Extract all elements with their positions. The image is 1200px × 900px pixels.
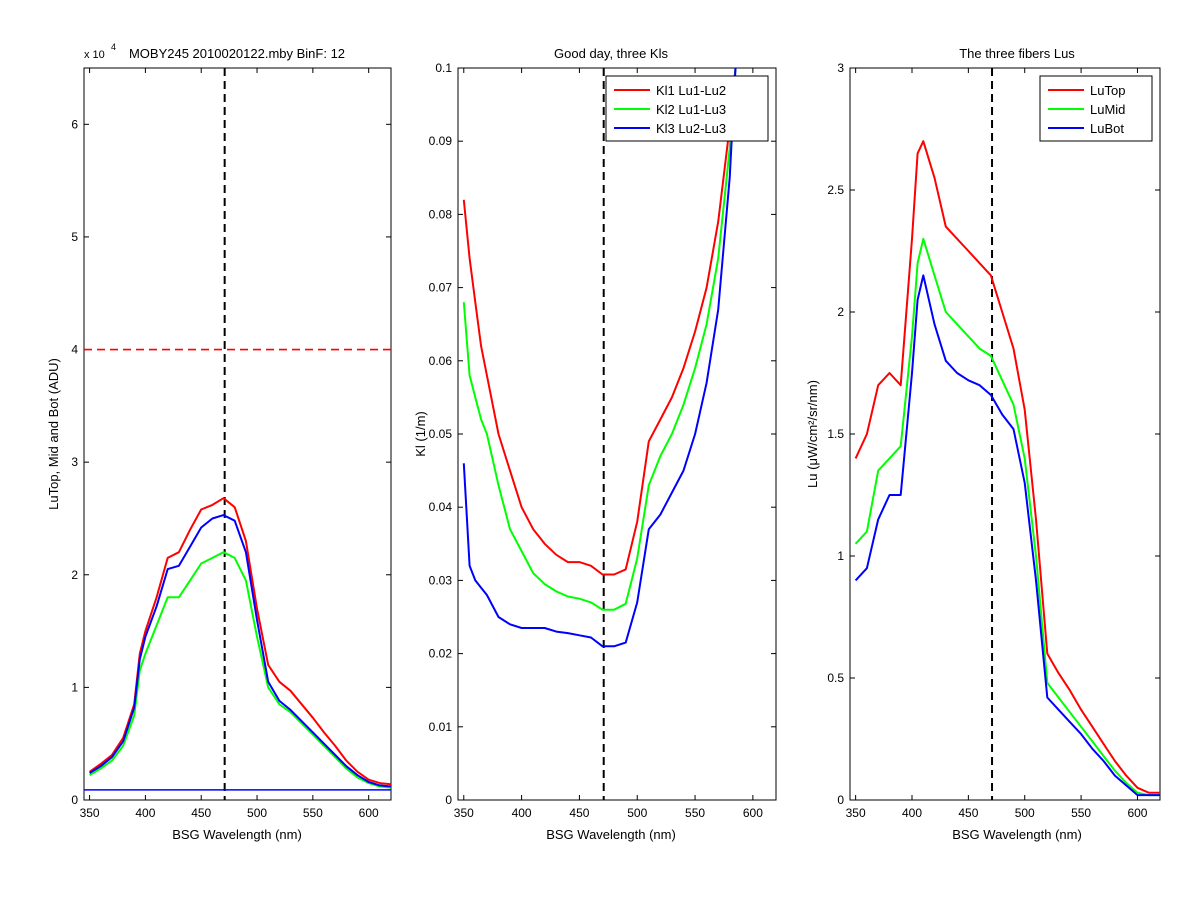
middle-panel-ytick-label: 0.09 bbox=[429, 134, 453, 148]
middle-panel-series-line-2 bbox=[462, 68, 737, 648]
middle-panel-ytick-label: 0.01 bbox=[429, 720, 453, 734]
left-panel-ytick-label: 2 bbox=[71, 568, 78, 582]
right-panel-xtick-label: 400 bbox=[902, 806, 922, 820]
middle-panel-ytick-label: 0.05 bbox=[429, 427, 453, 441]
middle-panel-kl: Good day, three Kls BSG Wavelength (nm) … bbox=[413, 46, 777, 842]
left-panel-ytick-label: 0 bbox=[71, 793, 78, 807]
middle-panel-xtick-label: 400 bbox=[512, 806, 532, 820]
right-panel-series-line-0 bbox=[854, 140, 1160, 794]
middle-panel-series-line-1 bbox=[462, 68, 737, 611]
left-panel-ytick-label: 1 bbox=[71, 680, 78, 694]
middle-panel-xlabel: BSG Wavelength (nm) bbox=[546, 827, 676, 842]
middle-panel-ylabel: Kl (1/m) bbox=[413, 411, 428, 457]
right-panel-xtick-label: 500 bbox=[1015, 806, 1035, 820]
middle-panel-ytick-label: 0.04 bbox=[429, 500, 453, 514]
left-panel-xtick-label: 550 bbox=[303, 806, 323, 820]
middle-panel-xtick-label: 450 bbox=[569, 806, 589, 820]
middle-panel-ytick-label: 0.02 bbox=[429, 647, 453, 661]
right-panel-ytick-label: 0 bbox=[837, 793, 844, 807]
middle-panel-ytick-label: 0.06 bbox=[429, 354, 453, 368]
right-panel-legend: LuTop LuMid LuBot bbox=[1039, 75, 1153, 142]
right-panel-series-line-1 bbox=[854, 237, 1160, 797]
right-panel-plot-area bbox=[854, 68, 1160, 800]
right-panel-legend-label: LuMid bbox=[1090, 102, 1125, 117]
right-panel-legend-label: LuBot bbox=[1090, 121, 1124, 136]
right-panel-xtick-label: 600 bbox=[1127, 806, 1147, 820]
right-panel-ytick-label: 2 bbox=[837, 305, 844, 319]
right-panel-xlabel: BSG Wavelength (nm) bbox=[952, 827, 1082, 842]
left-panel-exponent-power: 4 bbox=[111, 42, 116, 52]
left-panel-xtick-label: 600 bbox=[359, 806, 379, 820]
right-panel-title: The three fibers Lus bbox=[959, 46, 1075, 61]
right-panel-xtick-label: 350 bbox=[846, 806, 866, 820]
middle-panel-ytick-label: 0.03 bbox=[429, 573, 453, 587]
left-panel-plot-area bbox=[84, 68, 391, 800]
left-panel-ytick-label: 3 bbox=[71, 455, 78, 469]
right-panel-ytick-label: 1.5 bbox=[827, 427, 844, 441]
right-panel-series-line-2 bbox=[854, 274, 1160, 797]
middle-panel-legend-label: Kl3 Lu2-Lu3 bbox=[656, 121, 726, 136]
right-panel-ylabel: Lu (μW/cm²/sr/nm) bbox=[805, 380, 820, 488]
left-panel-xtick-label: 450 bbox=[191, 806, 211, 820]
right-panel-ytick-label: 3 bbox=[837, 61, 844, 75]
left-panel-xtick-label: 400 bbox=[135, 806, 155, 820]
left-panel-ytick-label: 5 bbox=[71, 230, 78, 244]
middle-panel-xtick-label: 350 bbox=[454, 806, 474, 820]
middle-panel-legend-label: Kl2 Lu1-Lu3 bbox=[656, 102, 726, 117]
middle-panel-title: Good day, three Kls bbox=[554, 46, 668, 61]
left-panel-axes-box bbox=[83, 67, 392, 801]
left-panel-title: MOBY245 2010020122.mby BinF: 12 bbox=[129, 46, 345, 61]
left-panel-ytick-label: 4 bbox=[71, 343, 78, 357]
left-panel-ytick-label: 6 bbox=[71, 117, 78, 131]
left-panel-xlabel: BSG Wavelength (nm) bbox=[172, 827, 302, 842]
middle-panel-legend-label: Kl1 Lu1-Lu2 bbox=[656, 83, 726, 98]
middle-panel-ytick-label: 0.08 bbox=[429, 207, 453, 221]
middle-panel-xtick-label: 600 bbox=[743, 806, 763, 820]
middle-panel-series-line-0 bbox=[462, 68, 737, 576]
left-panel-xtick-label: 500 bbox=[247, 806, 267, 820]
middle-panel-legend: Kl1 Lu1-Lu2 Kl2 Lu1-Lu3 Kl3 Lu2-Lu3 bbox=[605, 75, 769, 142]
middle-panel-ytick-label: 0.07 bbox=[429, 281, 453, 295]
middle-panel-ytick-label: 0.1 bbox=[435, 61, 452, 75]
right-panel-xtick-label: 450 bbox=[958, 806, 978, 820]
right-panel-lu: The three fibers Lus BSG Wavelength (nm)… bbox=[805, 46, 1161, 842]
left-panel-series-line-1 bbox=[89, 551, 391, 789]
left-panel-exponent-base: x 10 bbox=[84, 49, 105, 61]
right-panel-legend-label: LuTop bbox=[1090, 83, 1125, 98]
middle-panel-xtick-label: 550 bbox=[685, 806, 705, 820]
right-panel-ytick-label: 0.5 bbox=[827, 671, 844, 685]
left-panel-xtick-label: 350 bbox=[80, 806, 100, 820]
middle-panel-plot-area bbox=[462, 68, 737, 800]
left-panel-ylabel: LuTop, Mid and Bot (ADU) bbox=[46, 358, 61, 510]
middle-panel-xtick-label: 500 bbox=[627, 806, 647, 820]
right-panel-ytick-label: 1 bbox=[837, 549, 844, 563]
middle-panel-ytick-label: 0 bbox=[445, 793, 452, 807]
left-panel-series-line-2 bbox=[89, 514, 391, 788]
right-panel-xtick-label: 550 bbox=[1071, 806, 1091, 820]
right-panel-ytick-label: 2.5 bbox=[827, 183, 844, 197]
left-panel-adu: x 10 4 MOBY245 2010020122.mby BinF: 12 B… bbox=[46, 42, 392, 842]
